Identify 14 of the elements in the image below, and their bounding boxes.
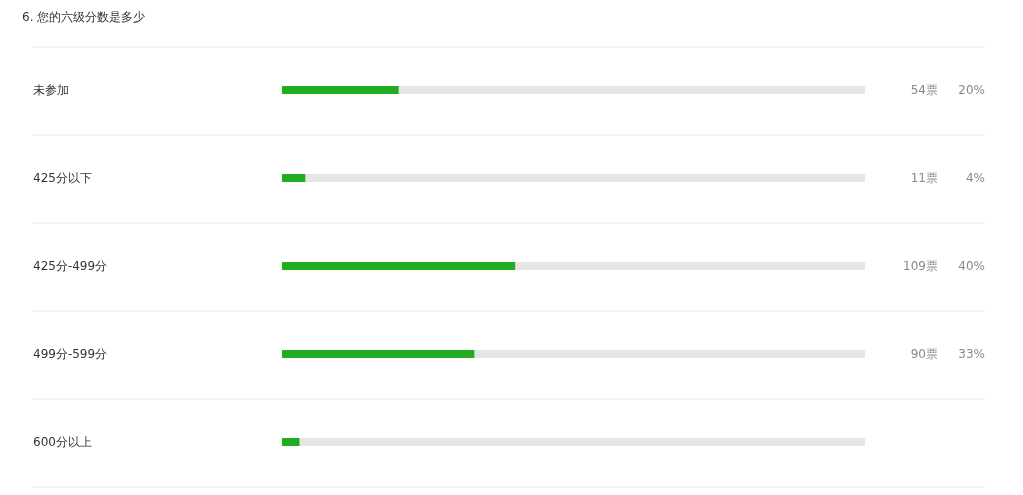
data-label: 40% [958, 259, 985, 273]
data-label: 33% [958, 347, 985, 361]
data-label: 4% [965, 171, 985, 185]
text: 90票 [910, 347, 938, 361]
text: 54票 [910, 83, 938, 97]
y-tick-label: 425分-499分 [33, 259, 108, 273]
y-tick-label: 499分-599分 [33, 347, 108, 361]
text: 11票 [910, 171, 938, 185]
text: 109票 [903, 259, 938, 273]
text: 6. 您的六级分数是多少 [22, 10, 146, 24]
y-tick-label: 未参加 [33, 83, 69, 97]
data-label: 20% [958, 83, 985, 97]
y-tick-label: 425分以下 [33, 171, 92, 185]
y-tick-label: 600分以上 [33, 435, 92, 449]
